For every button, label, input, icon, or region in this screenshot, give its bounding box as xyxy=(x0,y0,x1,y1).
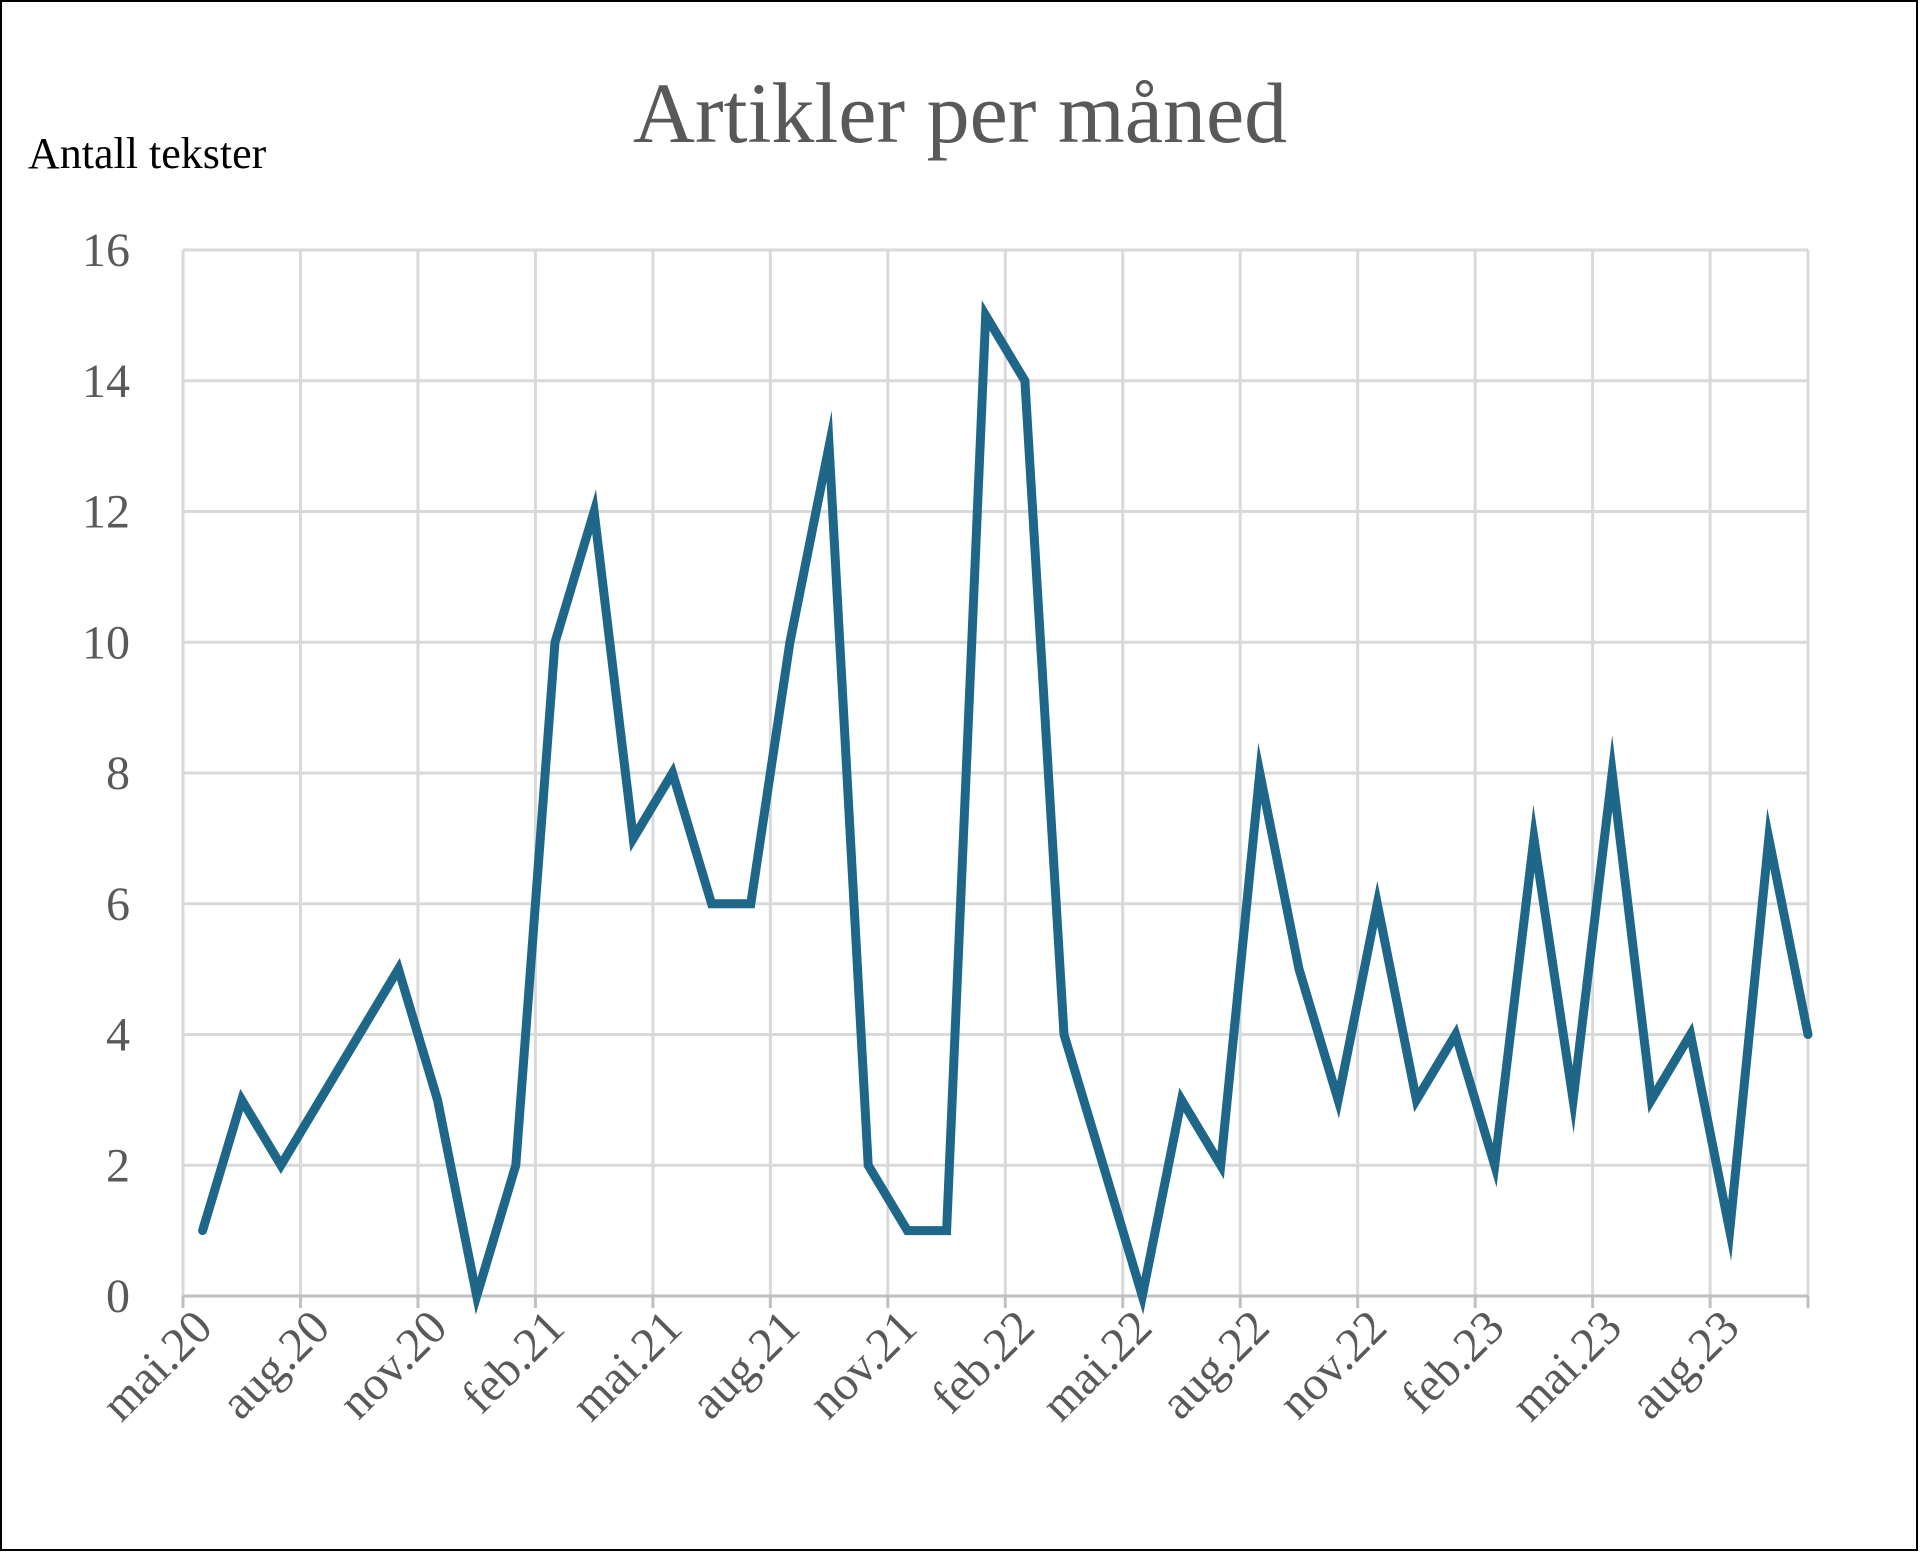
data-point xyxy=(512,1161,520,1169)
y-tick-label: 6 xyxy=(106,878,130,931)
chart-title: Artikler per måned xyxy=(633,65,1287,161)
y-tick-label: 4 xyxy=(106,1009,130,1062)
y-tick-label: 16 xyxy=(82,224,130,277)
data-point xyxy=(1373,900,1381,908)
data-point xyxy=(1687,1031,1695,1039)
x-tick-label: mai.22 xyxy=(1031,1300,1162,1431)
data-point xyxy=(590,508,598,516)
x-tick-label: aug.22 xyxy=(1151,1300,1280,1429)
data-point xyxy=(394,965,402,973)
data-point xyxy=(1647,1096,1655,1104)
series-lines xyxy=(198,300,1813,1315)
x-tick-label: mai.21 xyxy=(561,1300,692,1431)
data-point xyxy=(1177,1096,1185,1104)
x-tick-label: feb.21 xyxy=(452,1300,575,1423)
data-point xyxy=(668,769,676,777)
data-point xyxy=(982,311,990,319)
axes xyxy=(181,1294,1810,1308)
data-point xyxy=(1452,1031,1460,1039)
data-point xyxy=(1060,1031,1068,1039)
y-tick-label: 14 xyxy=(82,355,130,408)
data-point xyxy=(238,1096,246,1104)
data-point xyxy=(1491,1161,1499,1169)
data-point xyxy=(1021,377,1029,385)
data-point xyxy=(1099,1161,1107,1169)
x-tick-label: nov.21 xyxy=(799,1300,928,1429)
x-tick-label: aug.20 xyxy=(211,1300,340,1429)
y-tick-label: 2 xyxy=(106,1139,130,1192)
x-tick-label: mai.23 xyxy=(1501,1300,1632,1431)
data-point xyxy=(473,1292,481,1300)
data-point xyxy=(747,900,755,908)
data-point xyxy=(1334,1096,1342,1104)
data-point xyxy=(903,1227,911,1235)
data-point xyxy=(1804,1031,1812,1039)
y-tick-label: 8 xyxy=(106,747,130,800)
data-point xyxy=(864,1161,872,1169)
y-tick-labels: 0 2 4 6 8 10 12 14 16 xyxy=(82,224,130,1323)
data-point xyxy=(1765,834,1773,842)
y-tick-label: 10 xyxy=(82,616,130,669)
x-tick-label: aug.23 xyxy=(1621,1300,1750,1429)
data-point xyxy=(199,1227,207,1235)
data-point xyxy=(786,638,794,646)
y-axis-label: Antall tekster xyxy=(28,129,267,178)
x-tick-label: nov.20 xyxy=(329,1300,458,1429)
data-point xyxy=(434,1096,442,1104)
data-point xyxy=(1412,1096,1420,1104)
data-point xyxy=(708,900,716,908)
data-point xyxy=(316,1096,324,1104)
y-tick-label: 0 xyxy=(106,1270,130,1323)
data-point xyxy=(1256,769,1264,777)
data-point xyxy=(943,1227,951,1235)
y-tick-label: 12 xyxy=(82,486,130,539)
data-point xyxy=(1295,965,1303,973)
data-point xyxy=(1726,1227,1734,1235)
x-tick-label: aug.21 xyxy=(681,1300,810,1429)
gridlines xyxy=(181,248,1810,1296)
data-point xyxy=(629,834,637,842)
x-tick-label: nov.22 xyxy=(1268,1300,1397,1429)
x-tick-label: feb.22 xyxy=(921,1300,1044,1423)
series-line xyxy=(198,300,1813,1315)
data-point xyxy=(825,442,833,450)
data-point xyxy=(277,1161,285,1169)
x-tick-labels: mai.20aug.20nov.20feb.21mai.21aug.21nov.… xyxy=(92,1300,1750,1431)
data-point xyxy=(1138,1292,1146,1300)
data-point xyxy=(355,1031,363,1039)
x-tick-label: feb.23 xyxy=(1391,1300,1514,1423)
data-point xyxy=(1530,834,1538,842)
data-point xyxy=(1217,1161,1225,1169)
data-point xyxy=(551,638,559,646)
data-point xyxy=(1569,1096,1577,1104)
data-point xyxy=(1608,769,1616,777)
